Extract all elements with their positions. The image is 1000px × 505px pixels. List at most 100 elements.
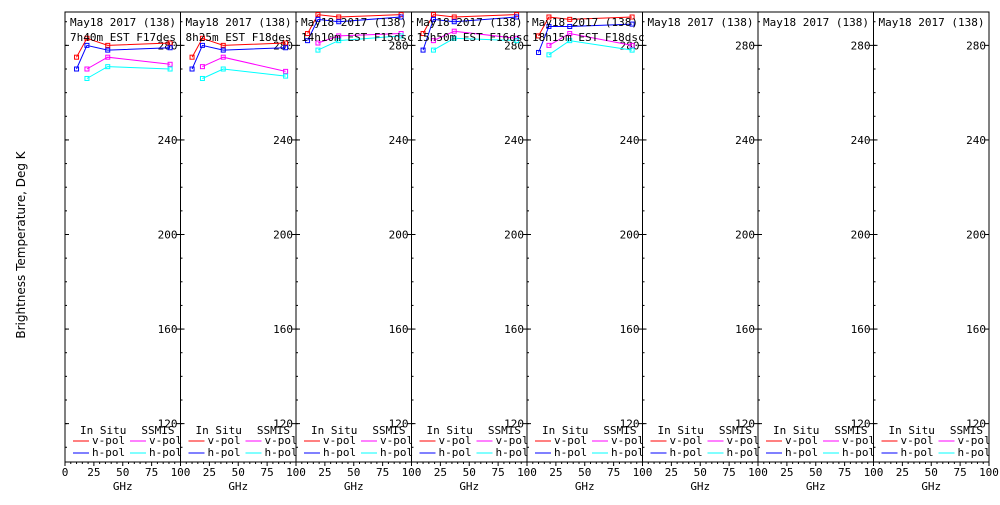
x-tick-label: 50	[232, 466, 245, 479]
series-line	[191, 44, 286, 70]
panel-title: May18 2017 (138)	[417, 16, 523, 29]
legend-insitu-hpol-label: h-pol	[323, 446, 356, 459]
panel-7: 120 160 200 240 280 25 50 75 100 GHz May18 2017 (1…	[757, 11, 883, 493]
series-point	[430, 38, 436, 44]
series-point	[283, 73, 289, 79]
legend-ssmis-hpol-label: h-pol	[958, 446, 991, 459]
y-tick-label: 160	[273, 323, 293, 336]
legend-ssmis-title: SSMIS	[834, 424, 867, 437]
y-tick-label: 240	[273, 134, 293, 147]
series-line	[548, 32, 633, 46]
legend-ssmis-vpol-label: v-pol	[380, 434, 413, 447]
x-axis-label: GHz	[459, 480, 479, 493]
panel-title: May18 2017 (138)	[301, 16, 407, 29]
legend-insitu-vpol-label: v-pol	[323, 434, 356, 447]
series-point	[430, 12, 436, 18]
y-tick-label: 200	[389, 229, 409, 242]
series-point	[567, 23, 573, 29]
y-tick-label: 280	[389, 39, 409, 52]
y-tick-label: 120	[966, 418, 986, 431]
x-tick-label: 25	[318, 466, 331, 479]
y-tick-label: 120	[158, 418, 178, 431]
panel-3: 120 160 200 240 280 25 50 75 100 GHz May18 2017 (1…	[295, 11, 421, 493]
legend-insitu-vpol-label: v-pol	[901, 434, 934, 447]
series-group	[420, 12, 520, 53]
y-tick-label: 200	[735, 229, 755, 242]
series-point	[105, 47, 111, 53]
series-group	[74, 35, 173, 81]
legend-ssmis-vpol-label: v-pol	[727, 434, 760, 447]
x-axis-label: GHz	[228, 480, 248, 493]
legend-insitu-vpol-label: v-pol	[92, 434, 125, 447]
x-tick-label: 50	[578, 466, 591, 479]
y-tick-label: 240	[158, 134, 178, 147]
legend-ssmis-vpol-label: v-pol	[611, 434, 644, 447]
y-tick-label: 120	[273, 418, 293, 431]
legend-ssmis-vpol-label: v-pol	[149, 434, 182, 447]
series-point	[283, 45, 289, 51]
series-point	[315, 16, 321, 22]
x-axis-label: GHz	[113, 480, 133, 493]
legend-insitu-hpol-label: h-pol	[208, 446, 241, 459]
series-point	[220, 47, 226, 53]
series-point	[336, 38, 342, 44]
panel-subtitle: 7h40m EST F17des	[70, 31, 176, 44]
x-tick-label: 75	[607, 466, 620, 479]
series-line	[307, 14, 402, 34]
series-line	[422, 14, 517, 34]
legend-ssmis-hpol-label: h-pol	[727, 446, 760, 459]
series-point	[546, 42, 552, 48]
x-tick-label: 25	[665, 466, 678, 479]
series-point	[514, 14, 520, 20]
series-point	[536, 33, 542, 39]
series-point	[336, 14, 342, 20]
x-tick-label: 100	[748, 466, 768, 479]
series-point	[105, 64, 111, 70]
x-tick-label: 50	[809, 466, 822, 479]
series-line	[191, 37, 286, 58]
x-tick-label: 75	[261, 466, 274, 479]
legend-ssmis-title: SSMIS	[372, 424, 405, 437]
series-line	[202, 56, 286, 72]
legend-insitu-hpol-label: h-pol	[901, 446, 934, 459]
legend-insitu-hpol-label: h-pol	[439, 446, 472, 459]
y-tick-label: 280	[735, 39, 755, 52]
x-tick-label: 25	[434, 466, 447, 479]
legend-ssmis-vpol-label: v-pol	[958, 434, 991, 447]
series-point	[84, 66, 90, 72]
series-group	[189, 35, 289, 81]
series-point	[629, 14, 635, 20]
series-point	[74, 66, 80, 72]
x-tick-label: 100	[979, 466, 999, 479]
y-tick-label: 160	[389, 323, 409, 336]
series-point	[629, 47, 635, 53]
legend-insitu-title: In Situ	[427, 424, 473, 437]
series-point	[336, 19, 342, 25]
y-tick-label: 200	[273, 229, 293, 242]
y-tick-label: 160	[158, 323, 178, 336]
y-tick-label: 160	[735, 323, 755, 336]
legend-insitu-vpol-label: v-pol	[670, 434, 703, 447]
legend-insitu-title: In Situ	[658, 424, 704, 437]
panels-group: 120 160 200 240 280 0 25 50 75 100 GHz May18 2017 (…	[62, 11, 999, 493]
x-tick-label: 50	[116, 466, 129, 479]
x-axis-label: GHz	[575, 480, 595, 493]
legend-insitu-vpol-label: v-pol	[208, 434, 241, 447]
legend-insitu-title: In Situ	[80, 424, 126, 437]
panel-subtitle: 15h50m EST F16dsc	[417, 31, 530, 44]
series-point	[336, 33, 342, 39]
series-point	[629, 42, 635, 48]
series-point	[451, 14, 457, 20]
series-line	[548, 40, 633, 56]
panel-title: May18 2017 (138)	[186, 16, 292, 29]
x-tick-label: 75	[492, 466, 505, 479]
y-axis-label: Brightness Temperature, Deg K	[14, 150, 28, 338]
x-tick-label: 50	[347, 466, 360, 479]
legend-ssmis-hpol-label: h-pol	[380, 446, 413, 459]
